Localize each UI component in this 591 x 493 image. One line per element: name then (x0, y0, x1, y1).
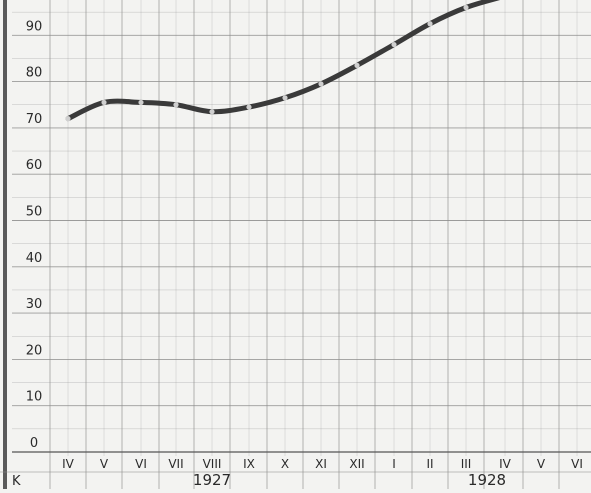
x-tick-label: VI (135, 457, 147, 471)
data-point (209, 109, 215, 115)
x-tick-label: IV (499, 457, 512, 471)
x-tick-label: IV (62, 457, 75, 471)
x-tick-label: X (281, 457, 289, 471)
data-point (246, 104, 252, 110)
data-point (354, 62, 360, 68)
y-tick-label: 80 (26, 66, 43, 81)
x-tick-label: III (461, 457, 472, 471)
data-point (463, 4, 469, 11)
data-point (138, 99, 144, 106)
grid (12, 0, 591, 489)
data-point (391, 41, 397, 48)
data-point (101, 99, 107, 106)
y-tick-label: 90 (26, 19, 43, 34)
x-tick-label: V (537, 457, 546, 471)
x-tick-label: XI (315, 457, 327, 471)
y-tick-label: 50 (26, 205, 43, 220)
year-label: 1928 (468, 471, 506, 489)
y-tick-label: 0 (30, 436, 38, 451)
year-label: 1927 (193, 471, 231, 489)
series-line (65, 0, 501, 122)
x-tick-label: II (426, 457, 433, 471)
data-point (427, 21, 433, 27)
x-tick-label: I (392, 457, 396, 471)
x-tick-label: VI (571, 457, 583, 471)
series-layer (65, 0, 501, 122)
corner-label: K (12, 474, 21, 489)
y-tick-label: 30 (26, 297, 43, 312)
data-point (65, 116, 71, 122)
y-tick-label: 40 (26, 251, 43, 266)
x-tick-label: XII (349, 457, 364, 471)
x-tick-label: VIII (203, 457, 222, 471)
data-point (173, 102, 179, 108)
x-tick-label: V (100, 457, 109, 471)
data-point (282, 95, 288, 101)
x-tick-label: IX (243, 457, 255, 471)
x-tick-label: VII (168, 457, 183, 471)
y-tick-label: 70 (26, 112, 43, 127)
y-tick-label: 60 (26, 158, 43, 173)
data-point (318, 81, 324, 87)
y-tick-label: 10 (26, 390, 43, 405)
y-tick-label: 20 (26, 343, 43, 358)
